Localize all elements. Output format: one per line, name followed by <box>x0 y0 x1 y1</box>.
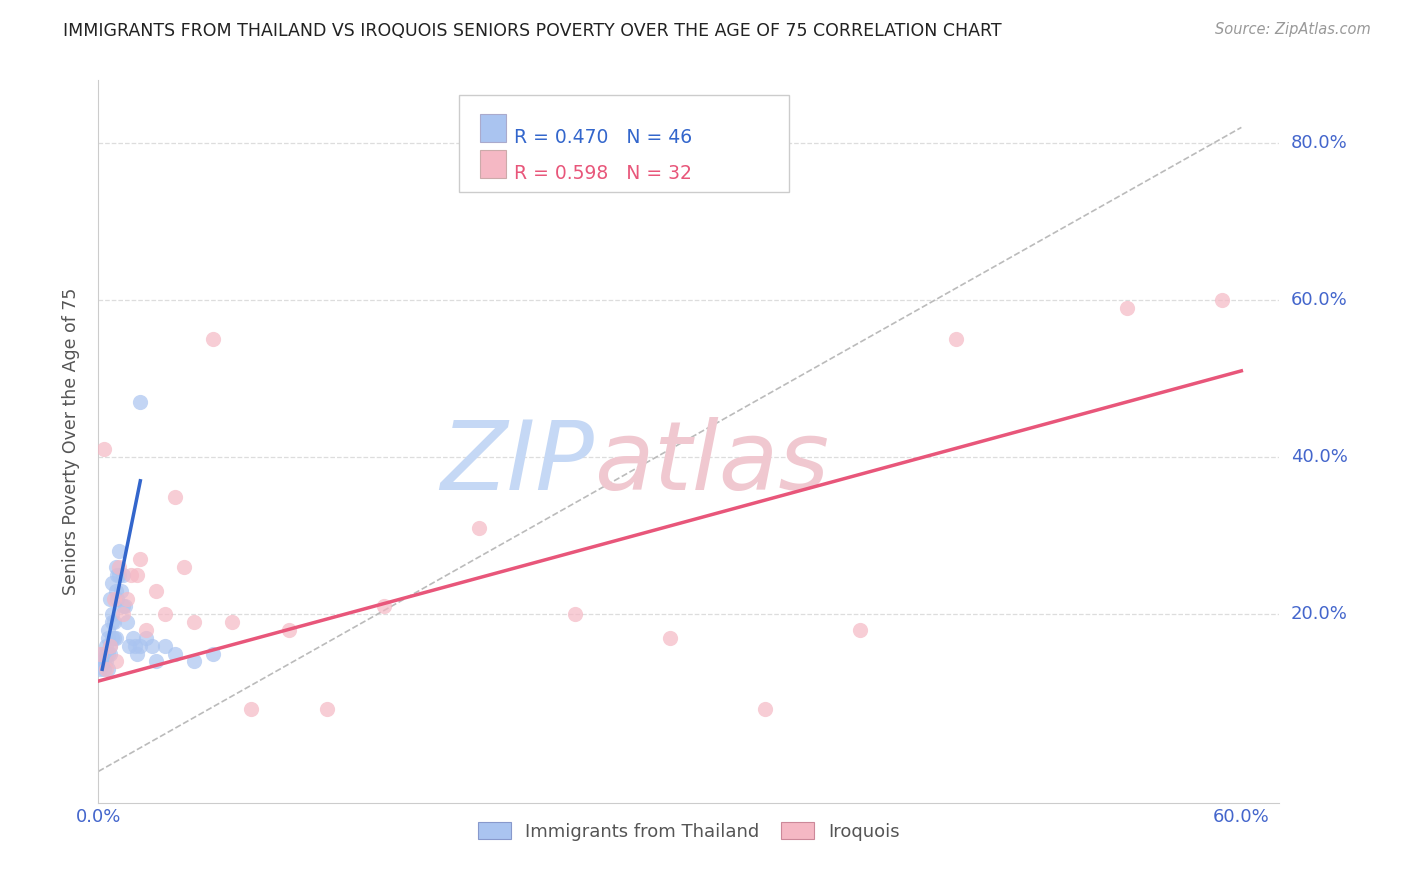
Point <box>108 560 131 574</box>
Point <box>107 591 129 606</box>
Point <box>97 623 120 637</box>
Point <box>108 568 131 582</box>
Point <box>110 583 132 598</box>
Text: 80.0%: 80.0% <box>1291 134 1347 153</box>
Point <box>98 647 121 661</box>
Point <box>112 568 135 582</box>
Point <box>93 662 115 676</box>
Legend: Immigrants from Thailand, Iroquois: Immigrants from Thailand, Iroquois <box>471 815 907 848</box>
Point <box>108 544 131 558</box>
Y-axis label: Seniors Poverty Over the Age of 75: Seniors Poverty Over the Age of 75 <box>62 288 80 595</box>
Point <box>125 647 148 661</box>
Point <box>89 662 111 676</box>
Point <box>277 623 299 637</box>
FancyBboxPatch shape <box>458 95 789 193</box>
Point <box>316 701 339 715</box>
Text: Source: ZipAtlas.com: Source: ZipAtlas.com <box>1215 22 1371 37</box>
Point <box>118 639 141 653</box>
Point <box>97 662 120 676</box>
Point <box>94 655 117 669</box>
Point <box>373 599 395 614</box>
Point <box>104 631 127 645</box>
Point <box>1211 293 1233 308</box>
Point <box>129 639 152 653</box>
Point <box>114 599 136 614</box>
Point <box>94 639 117 653</box>
Point <box>91 655 114 669</box>
Text: atlas: atlas <box>595 417 830 509</box>
Point <box>103 591 125 606</box>
Point <box>93 442 115 457</box>
Text: ZIP: ZIP <box>440 417 595 509</box>
Point <box>135 631 157 645</box>
Point <box>100 631 122 645</box>
Point <box>125 568 148 582</box>
Point <box>173 560 195 574</box>
Point <box>153 607 176 622</box>
Bar <box>479 114 506 142</box>
Point <box>94 647 117 661</box>
Point <box>129 552 152 566</box>
Point <box>115 591 138 606</box>
Point <box>100 607 122 622</box>
Point <box>754 701 776 715</box>
Point <box>100 615 122 630</box>
Point <box>153 639 176 653</box>
Text: R = 0.470   N = 46: R = 0.470 N = 46 <box>515 128 692 147</box>
Point <box>141 639 163 653</box>
Point <box>104 560 127 574</box>
Point <box>97 631 120 645</box>
Point <box>221 615 243 630</box>
Point <box>103 615 125 630</box>
Text: R = 0.598   N = 32: R = 0.598 N = 32 <box>515 164 692 183</box>
Point <box>145 655 167 669</box>
Point <box>564 607 586 622</box>
Point <box>945 333 967 347</box>
Point <box>145 583 167 598</box>
Point <box>201 647 224 661</box>
Point <box>112 607 135 622</box>
Point <box>91 647 114 661</box>
Point <box>121 631 143 645</box>
Point <box>129 395 152 409</box>
Point <box>1116 301 1139 315</box>
Point <box>468 521 491 535</box>
Point <box>183 655 205 669</box>
Point <box>658 631 681 645</box>
Point <box>98 591 121 606</box>
Text: IMMIGRANTS FROM THAILAND VS IROQUOIS SENIORS POVERTY OVER THE AGE OF 75 CORRELAT: IMMIGRANTS FROM THAILAND VS IROQUOIS SEN… <box>63 22 1002 40</box>
Point <box>239 701 262 715</box>
Point <box>124 639 146 653</box>
Text: 20.0%: 20.0% <box>1291 606 1347 624</box>
Point <box>849 623 872 637</box>
Point <box>89 647 111 661</box>
Text: 60.0%: 60.0% <box>1291 291 1347 310</box>
Point <box>115 615 138 630</box>
Point <box>135 623 157 637</box>
Point <box>103 631 125 645</box>
Point <box>94 662 117 676</box>
Point <box>107 568 129 582</box>
Point <box>93 655 115 669</box>
Text: 40.0%: 40.0% <box>1291 449 1347 467</box>
Point <box>100 575 122 590</box>
Point <box>104 583 127 598</box>
Point <box>97 647 120 661</box>
Point <box>112 599 135 614</box>
Point <box>98 639 121 653</box>
Point <box>120 568 142 582</box>
Point <box>104 655 127 669</box>
Point <box>183 615 205 630</box>
Point <box>201 333 224 347</box>
Point <box>163 647 186 661</box>
Point <box>98 639 121 653</box>
Bar <box>479 151 506 178</box>
Point <box>163 490 186 504</box>
